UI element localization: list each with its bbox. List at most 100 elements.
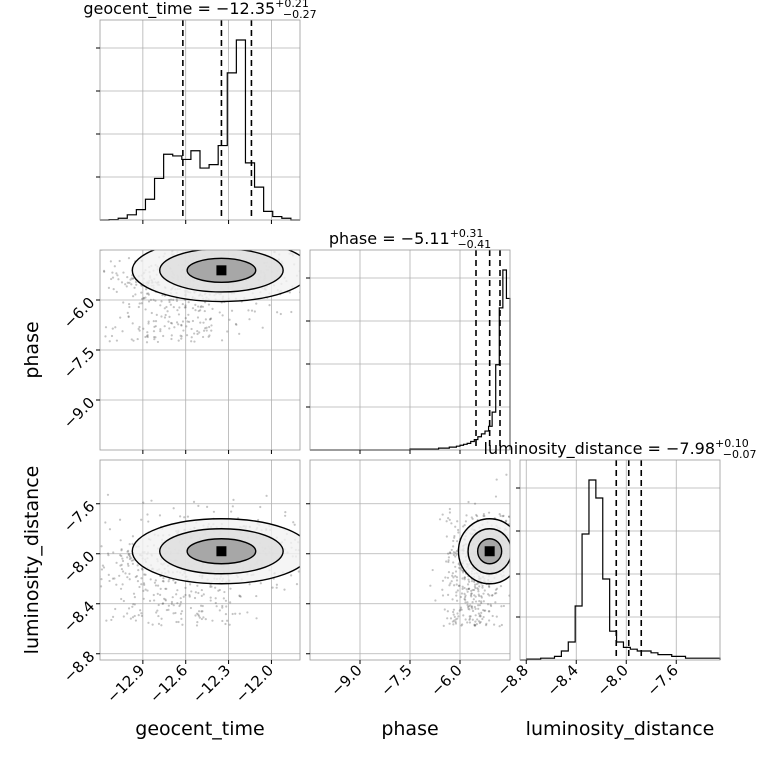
sample-point	[211, 226, 213, 228]
sample-point	[184, 317, 187, 320]
sample-point	[455, 579, 459, 582]
sample-point	[126, 550, 129, 553]
sample-point	[452, 553, 455, 557]
sample-point	[145, 341, 149, 344]
sample-point	[132, 559, 135, 562]
sample-point	[438, 518, 442, 521]
sample-point	[112, 551, 115, 554]
sample-point	[454, 551, 457, 554]
sample-point	[125, 285, 128, 288]
sample-point	[455, 576, 459, 579]
sample-point	[180, 610, 184, 613]
sample-point	[445, 560, 448, 563]
sample-point	[142, 582, 146, 585]
sample-point	[464, 520, 467, 523]
sample-point	[290, 310, 293, 314]
sample-point	[188, 320, 191, 323]
sample-point	[153, 325, 156, 328]
sample-point	[190, 336, 193, 339]
sample-point	[209, 317, 212, 321]
sample-point	[132, 603, 135, 606]
sample-point	[197, 504, 200, 508]
sample-point	[147, 300, 151, 303]
sample-point	[471, 601, 474, 604]
sample-point	[102, 269, 106, 273]
ytick-label-phase-2: −6.0	[60, 294, 98, 332]
sample-point	[153, 338, 156, 341]
sample-point	[221, 314, 224, 317]
sample-point	[153, 599, 156, 602]
sample-point	[120, 567, 124, 571]
sample-point	[464, 598, 467, 601]
panel-background	[520, 460, 720, 660]
sample-point	[262, 222, 264, 224]
sample-point	[201, 305, 205, 308]
sample-point	[247, 309, 250, 312]
sample-point	[202, 593, 205, 596]
sample-point	[196, 316, 200, 319]
sample-point	[457, 531, 460, 534]
sample-point	[266, 237, 268, 239]
sample-point	[115, 583, 118, 586]
sample-point	[180, 324, 183, 327]
sample-point	[480, 601, 483, 605]
sample-point	[455, 583, 458, 586]
sample-point	[179, 601, 183, 604]
sample-point	[448, 551, 452, 554]
sample-point	[153, 581, 157, 584]
sample-point	[446, 576, 450, 579]
sample-point	[238, 595, 241, 598]
sample-point	[451, 620, 454, 623]
sample-point	[107, 554, 110, 557]
sample-point	[160, 617, 163, 620]
sample-point	[134, 293, 137, 296]
sample-point	[149, 298, 153, 301]
sample-point	[485, 622, 488, 625]
sample-point	[489, 603, 492, 606]
sample-point	[481, 584, 484, 587]
sample-point	[170, 337, 173, 341]
sample-point	[202, 321, 205, 324]
sample-point	[463, 576, 466, 579]
sample-point	[157, 614, 160, 618]
sample-point	[172, 305, 175, 309]
sample-point	[154, 325, 157, 328]
sample-point	[193, 340, 196, 343]
sample-point	[476, 618, 479, 621]
sample-point	[200, 305, 203, 308]
sample-point	[137, 305, 140, 309]
sample-point	[230, 309, 234, 312]
sample-point	[452, 613, 455, 616]
sample-point	[455, 599, 459, 602]
sample-point	[513, 545, 515, 547]
sample-point	[225, 605, 228, 608]
xlabel-phase: phase	[381, 718, 438, 740]
sample-point	[490, 604, 493, 608]
sample-point	[145, 288, 148, 291]
sample-point	[156, 592, 159, 595]
sample-point	[240, 238, 242, 240]
sample-point	[452, 610, 455, 614]
sample-point	[128, 557, 131, 561]
sample-point	[156, 609, 159, 612]
sample-point	[171, 596, 174, 599]
sample-point	[205, 329, 208, 332]
title-value: phase = −5.11	[329, 229, 450, 248]
sample-point	[140, 291, 143, 294]
sample-point	[468, 580, 471, 583]
sample-point	[197, 614, 201, 617]
sample-point	[133, 286, 136, 289]
sample-point	[515, 500, 517, 502]
sample-point	[168, 327, 171, 330]
sample-point	[124, 572, 127, 575]
sample-point	[152, 298, 155, 301]
sample-point	[477, 604, 480, 607]
sample-point	[508, 515, 510, 518]
sample-point	[127, 552, 130, 555]
sample-point	[488, 594, 491, 597]
sample-point	[171, 237, 173, 239]
sample-point	[441, 579, 445, 582]
sample-point	[443, 608, 446, 611]
panel-frame	[99, 19, 301, 221]
sample-point	[126, 275, 129, 279]
